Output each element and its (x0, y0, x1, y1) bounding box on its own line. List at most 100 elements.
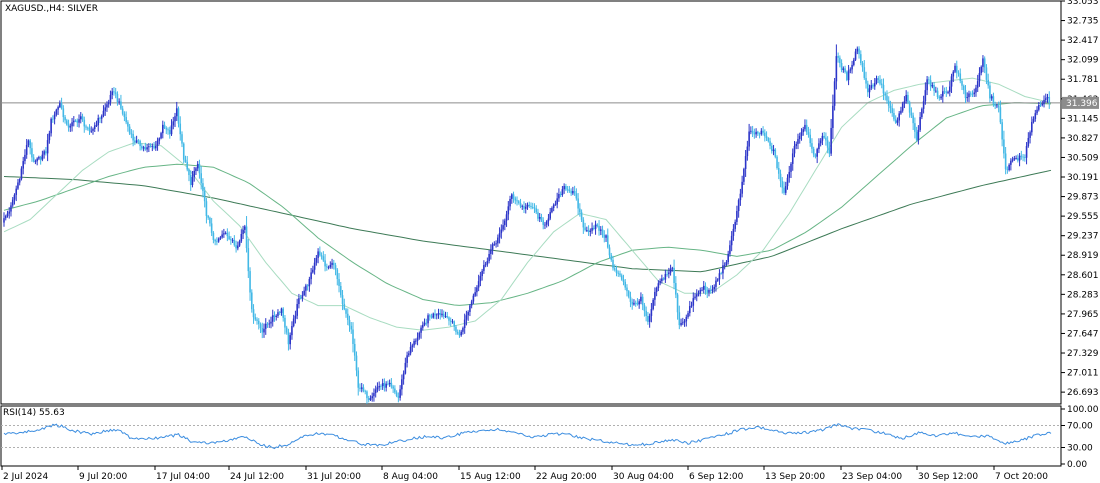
candle (113, 87, 115, 96)
candle-body (217, 238, 220, 242)
candle (333, 259, 335, 270)
candle-body (374, 389, 377, 394)
candle (29, 139, 31, 155)
candle-body (390, 382, 393, 387)
candle-body (715, 280, 717, 287)
candle-body (805, 124, 808, 133)
candle-body (795, 143, 798, 146)
candle (428, 313, 431, 321)
candle (1044, 93, 1047, 103)
candle-body (762, 130, 764, 133)
candle-body (435, 314, 438, 316)
candle (764, 129, 766, 142)
candle-body (50, 118, 52, 134)
candle (887, 96, 890, 112)
candle-body (123, 113, 126, 118)
candle (350, 322, 353, 334)
candle-body (990, 96, 993, 99)
candle-body (113, 91, 115, 93)
candle (982, 55, 984, 73)
candle (533, 203, 536, 213)
candle (179, 116, 182, 141)
candle (81, 113, 84, 122)
candle-body (709, 290, 712, 291)
candle (435, 313, 438, 320)
candle-body (179, 123, 182, 135)
candle-body (292, 318, 295, 326)
candle-body (134, 140, 136, 143)
candle (339, 282, 342, 298)
candle-body (1037, 105, 1040, 110)
candle (423, 318, 426, 327)
candle-body (652, 299, 654, 310)
candle (1020, 150, 1023, 160)
candle-body (746, 146, 749, 157)
candle-body (887, 100, 890, 106)
candle-body (177, 108, 180, 124)
candle (952, 70, 955, 83)
price-pane[interactable]: XAGUSD.,H4: SILVER (0, 0, 1062, 405)
candle (863, 60, 866, 80)
candle-body (894, 119, 897, 123)
candle (894, 115, 897, 124)
candle-body (60, 103, 63, 109)
candle (92, 127, 94, 135)
rsi-axis: 100.00 70.00 30.00 0.00 (1061, 405, 1099, 470)
candle-body (846, 72, 848, 81)
candle-body (962, 85, 965, 91)
candle (256, 317, 258, 325)
candle-body (844, 68, 846, 73)
candle-body (240, 234, 243, 242)
candle (498, 227, 501, 244)
candle-body (296, 304, 298, 316)
candle-body (249, 271, 251, 293)
candle (264, 318, 267, 335)
candle (27, 139, 30, 148)
candle (259, 322, 262, 334)
candle (299, 294, 302, 300)
candle-body (111, 91, 113, 95)
candle-body (732, 228, 735, 236)
candle (401, 374, 403, 396)
rsi-pane[interactable]: RSI(14) 55.63 (0, 405, 1062, 467)
candle-body (472, 295, 475, 302)
candle (654, 287, 656, 306)
price-pane-frame (0, 0, 1062, 405)
candle (137, 138, 140, 145)
candle (647, 311, 649, 325)
candle (669, 264, 672, 276)
candle (425, 318, 428, 326)
candle-body (121, 108, 124, 114)
candle (800, 128, 803, 141)
candle (514, 196, 517, 205)
candle (437, 308, 440, 319)
candle (378, 381, 380, 392)
candle (699, 287, 702, 297)
candle-body (579, 208, 581, 213)
candle-body (790, 163, 792, 172)
candle-body (633, 302, 635, 305)
price-tick-label: 31.781 (1067, 75, 1099, 85)
candle (441, 309, 443, 318)
candle (872, 83, 874, 89)
candle (111, 87, 113, 100)
candle-body (397, 396, 400, 398)
candle-body (43, 151, 45, 155)
candle (125, 111, 127, 125)
candle-body (230, 239, 232, 241)
candle-body (1020, 155, 1023, 157)
candle (968, 90, 970, 103)
candle-body (791, 153, 794, 164)
candle (1048, 91, 1051, 109)
candle (319, 246, 321, 257)
candle (798, 132, 801, 144)
candle-body (41, 154, 44, 160)
candle (765, 131, 768, 142)
candle (680, 318, 682, 327)
candle (994, 101, 996, 110)
candle (315, 255, 318, 266)
price-tick-label: 29.237 (1067, 232, 1099, 242)
candle-body (29, 140, 31, 149)
candle (432, 312, 435, 319)
